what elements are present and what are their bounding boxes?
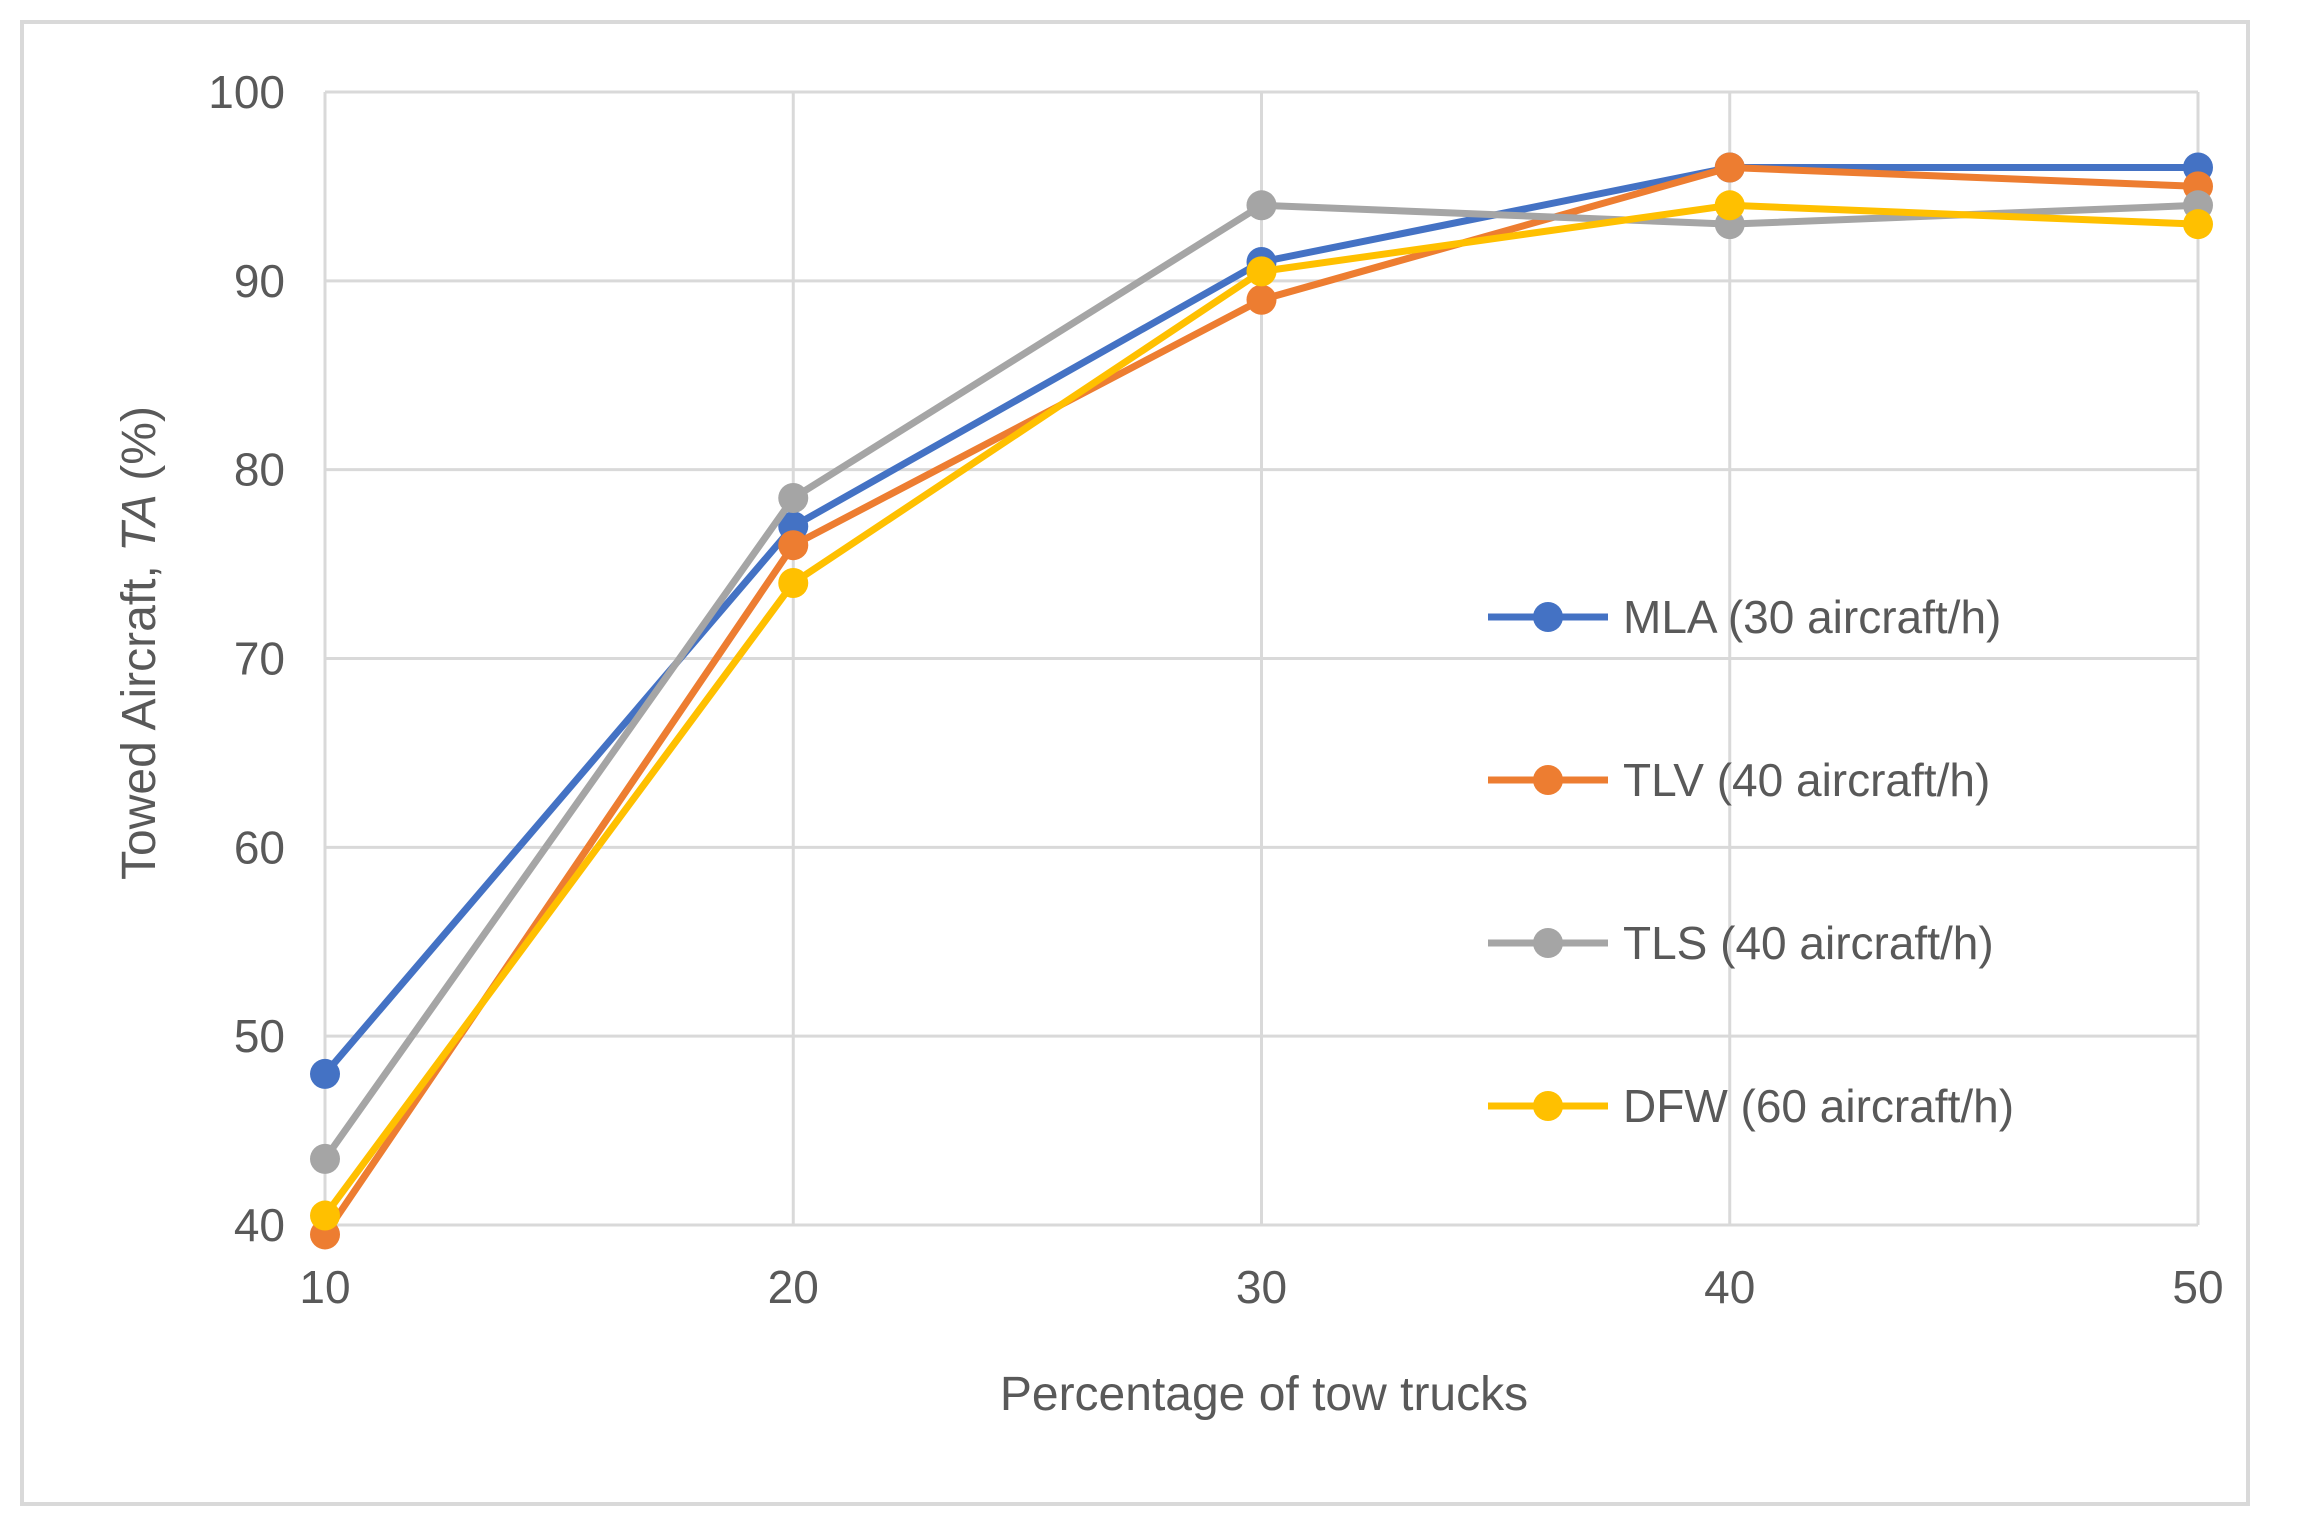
data-point-tls-20 (778, 482, 809, 513)
y-tick-label-80: 80 (234, 444, 285, 496)
chart-frame (20, 20, 2250, 1506)
x-axis-title: Percentage of tow trucks (1000, 1368, 1528, 1421)
series-tlv (310, 152, 2213, 1250)
y-tick-label-100: 100 (208, 66, 285, 118)
legend-label-tlv: TLV (40 aircraft/h) (1623, 754, 1990, 806)
legend-swatch-marker-dfw (1533, 1091, 1563, 1121)
data-point-dfw-50 (2183, 209, 2213, 240)
x-tick-label-20: 20 (768, 1261, 819, 1313)
y-tick-label-90: 90 (234, 255, 285, 307)
x-tick-label-50: 50 (2172, 1261, 2223, 1313)
y-axis-title-main: Towed Aircraft, (113, 552, 166, 880)
tick-layer: 40 50 60 70 80 90 100 10 20 30 40 50 (208, 66, 2223, 1313)
data-point-dfw-20 (778, 567, 809, 598)
legend-item-tlv: TLV (40 aircraft/h) (1488, 754, 1990, 806)
legend-label-dfw: DFW (60 aircraft/h) (1623, 1080, 2014, 1132)
x-tick-label-40: 40 (1704, 1261, 1755, 1313)
series-layer (310, 152, 2213, 1250)
y-tick-label-60: 60 (234, 821, 285, 873)
x-tick-label-30: 30 (1236, 1261, 1287, 1313)
legend-label-mla: MLA (30 aircraft/h) (1623, 591, 2001, 643)
legend-swatch-marker-mla (1533, 602, 1563, 632)
legend-item-tls: TLS (40 aircraft/h) (1488, 917, 1994, 969)
data-point-mla-10 (310, 1058, 340, 1089)
y-tick-label-50: 50 (234, 1010, 285, 1062)
y-tick-label-70: 70 (234, 633, 285, 685)
data-point-dfw-30 (1246, 256, 1277, 287)
legend-item-mla: MLA (30 aircraft/h) (1488, 591, 2001, 643)
legend-item-dfw: DFW (60 aircraft/h) (1488, 1080, 2014, 1132)
y-axis-title: Towed Aircraft, TA (%) (113, 406, 166, 880)
legend-swatch-marker-tls (1533, 928, 1563, 958)
y-tick-label-40: 40 (234, 1199, 285, 1251)
series-dfw (310, 190, 2213, 1231)
data-point-tlv-20 (778, 530, 809, 561)
data-point-tlv-40 (1714, 152, 1745, 183)
data-point-tls-30 (1246, 190, 1277, 221)
legend: MLA (30 aircraft/h) TLV (40 aircraft/h) TL… (1488, 591, 2014, 1132)
legend-label-tls: TLS (40 aircraft/h) (1623, 917, 1994, 969)
data-point-tls-10 (310, 1143, 340, 1174)
y-axis-title-suffix: (%) (113, 406, 166, 494)
data-point-dfw-40 (1714, 190, 1745, 221)
series-tls (310, 190, 2213, 1174)
data-point-dfw-10 (310, 1200, 340, 1231)
y-axis-title-italic: TA (113, 494, 166, 552)
legend-swatch-marker-tlv (1533, 765, 1563, 795)
x-tick-label-10: 10 (299, 1261, 350, 1313)
data-point-tlv-30 (1246, 284, 1277, 315)
